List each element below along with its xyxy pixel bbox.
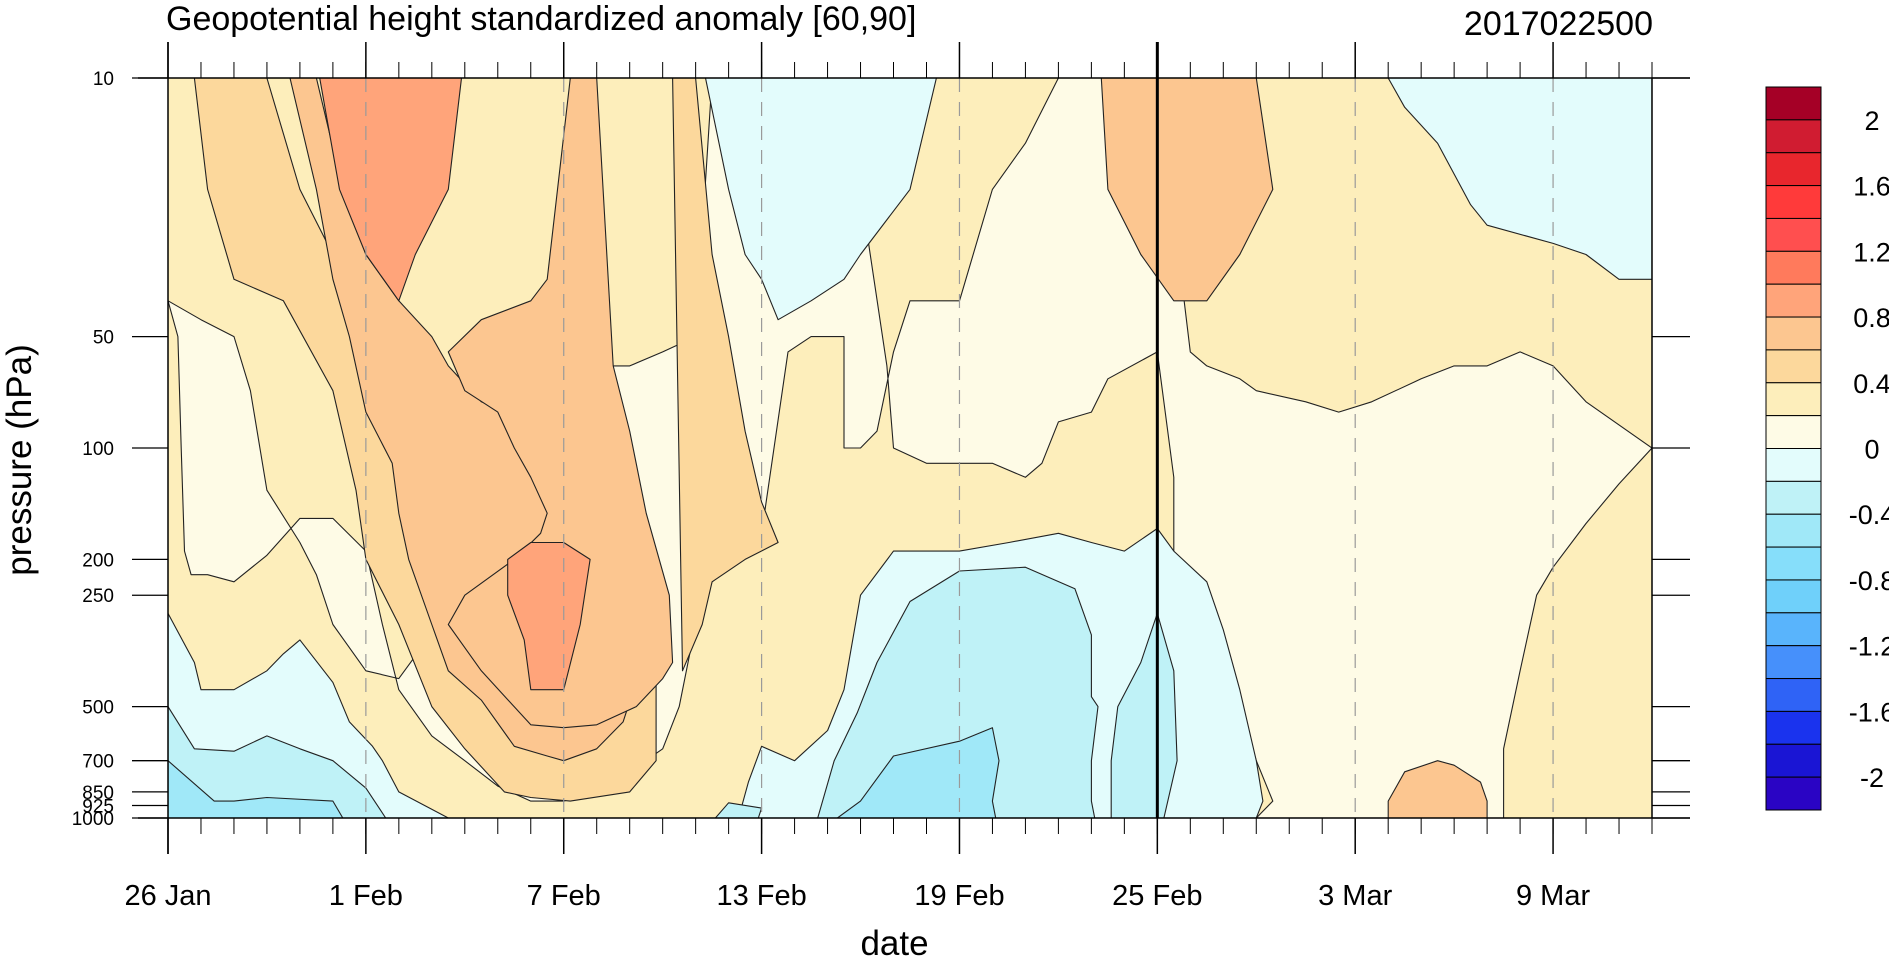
colorbar-swatch — [1765, 579, 1822, 614]
contour-region — [447, 78, 674, 729]
colorbar-swatch — [1765, 382, 1822, 417]
y-tick-label: 500 — [82, 698, 114, 719]
colorbar-swatch — [1765, 415, 1822, 449]
x-tick-label: 25 Feb — [1112, 880, 1202, 912]
contour-region — [817, 566, 1099, 818]
colorbar-label: 0.4 — [1853, 369, 1889, 399]
contour-region — [1387, 78, 1652, 280]
contour-region — [319, 78, 463, 302]
colorbar-swatch — [1765, 119, 1822, 154]
y-tick-label: 1000 — [72, 809, 114, 830]
colorbar-swatch — [1765, 448, 1822, 482]
contour-region — [507, 541, 591, 691]
colorbar-swatch — [1765, 316, 1822, 351]
y-tick-label: 700 — [82, 752, 114, 773]
colorbar-label: -1.2 — [1849, 632, 1889, 662]
y-tick-label: 50 — [93, 328, 114, 349]
axes-layer: 26 Jan 1 Feb 7 Feb 13 Feb 19 Feb 25 Feb 3 Mar 9… — [72, 42, 1690, 912]
colorbar: 2 1.6 1.2 0.8 0.4 0 -0.4 -0.8 -1.2 -1.6 -2 — [1765, 86, 1889, 811]
colorbar-swatch — [1765, 480, 1822, 515]
contour-region — [836, 727, 1000, 818]
colorbar-swatch — [1765, 86, 1822, 121]
colorbar-swatch — [1765, 217, 1822, 252]
colorbar-swatch — [1765, 645, 1822, 680]
y-tick-label: 100 — [82, 439, 114, 460]
colorbar-swatch — [1765, 349, 1822, 384]
colorbar-label: -2 — [1860, 763, 1884, 793]
colorbar-label: -1.6 — [1849, 697, 1889, 727]
colorbar-swatch — [1765, 283, 1822, 318]
colorbar-swatch — [1765, 710, 1822, 745]
contour-region — [168, 760, 344, 818]
colorbar-label: -0.8 — [1849, 566, 1889, 596]
y-tick-label: 200 — [82, 550, 114, 571]
colorbar-label: 2 — [1864, 106, 1879, 136]
colorbar-swatch — [1765, 250, 1822, 285]
colorbar-swatch — [1765, 776, 1822, 811]
chart-title: Geopotential height standardized anomaly… — [166, 0, 917, 38]
contour-region — [704, 78, 937, 321]
x-tick-label: 19 Feb — [914, 880, 1004, 912]
colorbar-swatch — [1765, 546, 1822, 581]
x-axis-label: date — [860, 924, 929, 963]
x-tick-label: 7 Feb — [527, 880, 601, 912]
colorbar-swatch — [1765, 513, 1822, 548]
colorbar-swatch — [1765, 612, 1822, 647]
y-tick-label: 925 — [82, 796, 114, 817]
x-tick-label: 26 Jan — [124, 880, 211, 912]
colorbar-label: -0.4 — [1849, 500, 1889, 530]
colorbar-swatch — [1765, 185, 1822, 219]
colorbar-swatch — [1765, 678, 1822, 712]
y-tick-label: 250 — [82, 586, 114, 607]
contour-region — [672, 78, 779, 672]
contour-region — [1387, 760, 1488, 818]
run-date-label: 2017022500 — [1463, 5, 1653, 43]
contour-fill-layer — [168, 78, 1652, 818]
colorbar-swatch — [1765, 152, 1822, 187]
gridline-layer — [365, 42, 1554, 818]
colorbar-label: 1.2 — [1853, 237, 1889, 267]
x-tick-label: 9 Mar — [1516, 880, 1590, 912]
contour-region — [1100, 78, 1274, 302]
colorbar-swatch — [1765, 743, 1822, 778]
y-axis-label: pressure (hPa) — [0, 344, 39, 576]
y-tick-label: 850 — [82, 783, 114, 804]
x-tick-label: 13 Feb — [716, 880, 806, 912]
contour-region — [168, 706, 387, 818]
y-tick-label: 10 — [93, 69, 114, 90]
colorbar-label: 0.8 — [1853, 303, 1889, 333]
x-tick-label: 3 Mar — [1318, 880, 1392, 912]
x-tick-label: 1 Feb — [329, 880, 403, 912]
colorbar-label: 1.6 — [1853, 172, 1889, 202]
colorbar-label: 0 — [1864, 435, 1879, 465]
